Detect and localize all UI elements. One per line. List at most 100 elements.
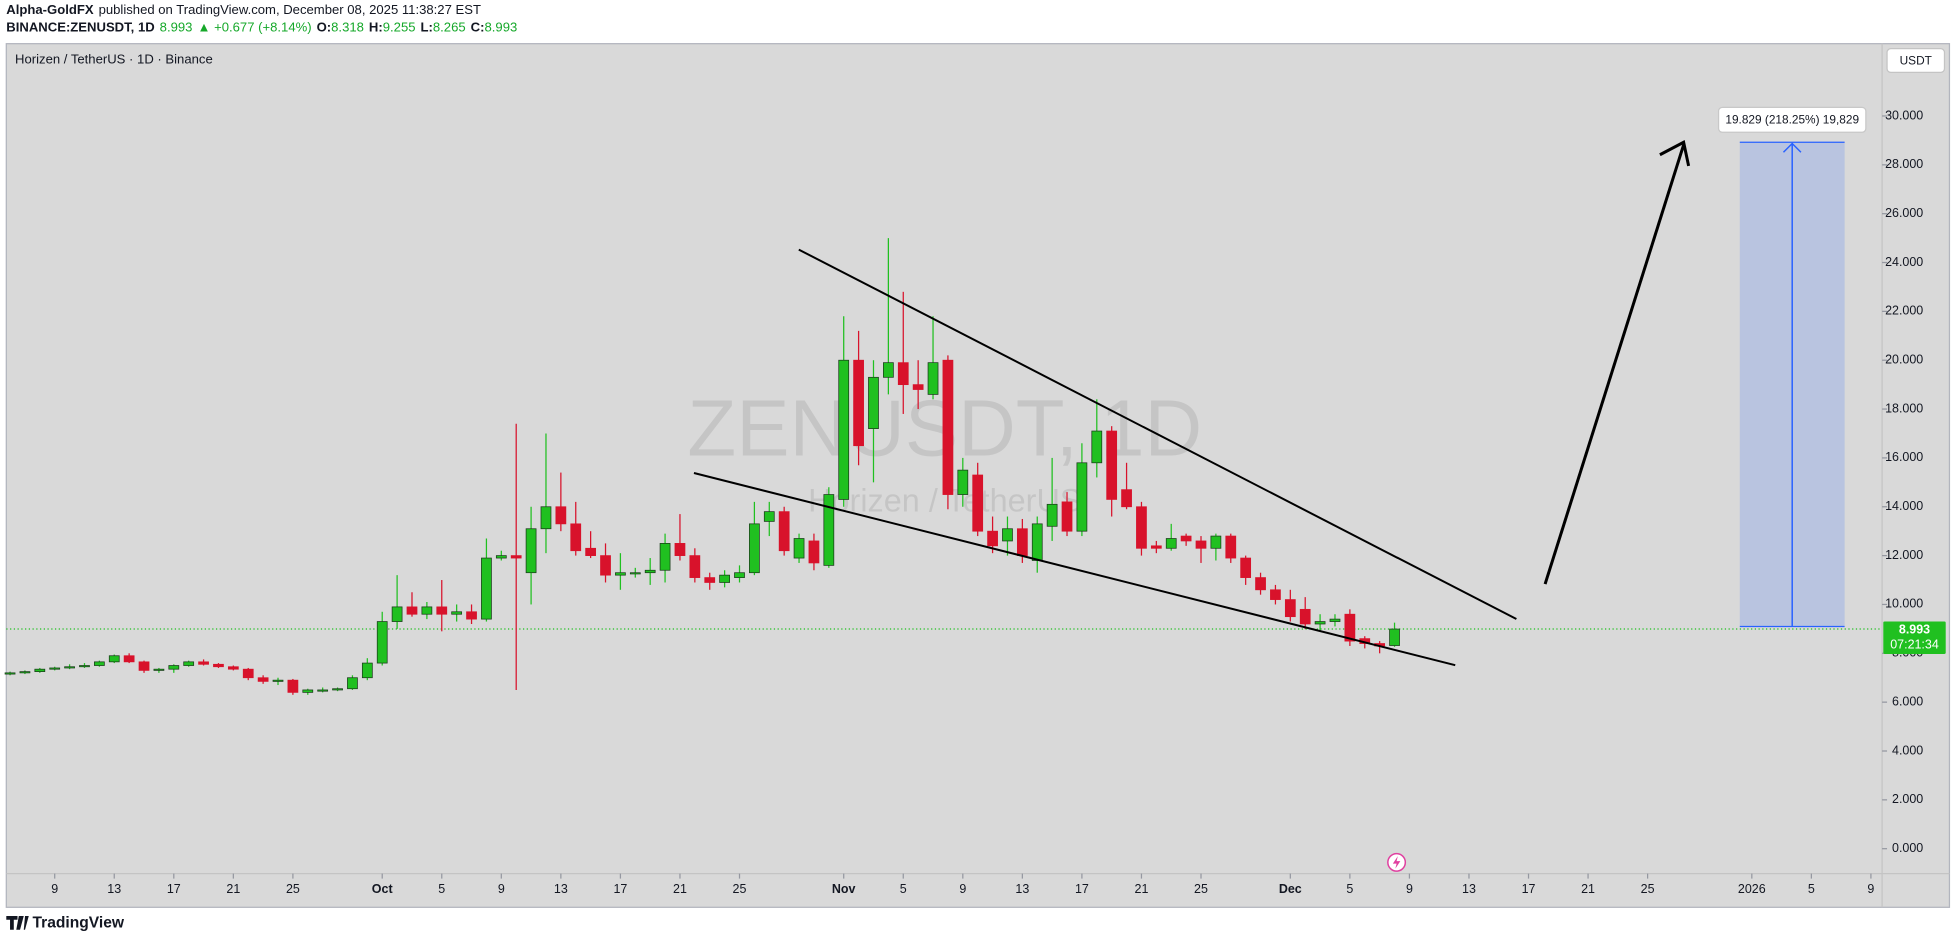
candle-body — [1016, 528, 1028, 556]
x-tick-label: 9 — [959, 882, 966, 896]
candle-body — [79, 665, 90, 668]
candle-body — [34, 668, 46, 672]
range-label: 19.829 (218.25%) 19,829 — [1725, 113, 1859, 127]
countdown: 07:21:34 — [1890, 638, 1939, 652]
brand: TradingView — [33, 915, 125, 932]
y-tick-label: 6.000 — [1892, 694, 1923, 708]
candle-body — [272, 679, 284, 682]
candle-body — [689, 555, 701, 578]
y-tick-label: 0.000 — [1892, 841, 1923, 855]
y-tick-label: 26.000 — [1885, 206, 1923, 220]
candle-body — [897, 362, 909, 386]
y-tick-label: 28.000 — [1885, 157, 1923, 171]
y-tick-label: 24.000 — [1885, 255, 1923, 269]
candle-body — [317, 689, 329, 692]
candle-body — [4, 672, 16, 675]
candle-body — [406, 606, 418, 615]
published: published on TradingView.com, December 0… — [99, 3, 481, 18]
c-value: 8.993 — [485, 20, 518, 35]
y-tick-label: 30.000 — [1885, 108, 1923, 122]
l-value: 8.265 — [433, 20, 466, 35]
candle-body — [495, 555, 507, 559]
candle-body — [734, 572, 745, 578]
x-tick-label: 21 — [1581, 882, 1595, 896]
candle-body — [361, 662, 373, 679]
y-tick-label: 10.000 — [1885, 597, 1923, 611]
candle-body — [1061, 501, 1073, 532]
currency-button[interactable]: USDT — [1886, 48, 1946, 74]
x-tick-label: 9 — [1406, 882, 1413, 896]
candle-body — [242, 668, 254, 679]
x-tick-label: 25 — [1194, 882, 1208, 896]
symbol-line: BINANCE:ZENUSDT, 1D 8.993 ▲ +0.677 (+8.14%… — [6, 20, 517, 35]
candle-body — [138, 661, 150, 671]
x-tick-label: 13 — [1462, 882, 1476, 896]
candle-body — [570, 523, 582, 552]
x-tick-label: 5 — [900, 882, 907, 896]
currency-button-bg[interactable] — [1886, 48, 1946, 74]
candle-body — [123, 655, 135, 663]
x-tick-label: 2026 — [1738, 882, 1766, 896]
candle-body — [1255, 577, 1266, 591]
alert-icon[interactable] — [1387, 852, 1407, 872]
y-tick-label: 22.000 — [1885, 304, 1923, 318]
o-value: 8.318 — [331, 20, 364, 35]
candle-body — [451, 611, 463, 615]
y-tick-label: 18.000 — [1885, 401, 1923, 415]
candle-body — [1165, 538, 1177, 549]
arrow-head — [1659, 140, 1691, 167]
candle-body — [347, 677, 358, 690]
arrow-shaft — [1543, 144, 1686, 585]
plot: 0.0002.0004.0006.0008.00010.00012.00014.… — [4, 108, 1946, 896]
candle-body — [183, 661, 195, 666]
candle-body — [287, 679, 299, 693]
symbol: BINANCE:ZENUSDT, 1D — [6, 20, 154, 35]
alert-bolt[interactable] — [1392, 856, 1401, 869]
currency[interactable]: USDT — [1900, 53, 1932, 67]
candle-body — [823, 494, 835, 566]
candle-body — [615, 572, 626, 576]
x-tick-label: Dec — [1279, 882, 1302, 896]
candle-body — [1225, 535, 1237, 559]
candle-body — [302, 689, 314, 693]
x-tick-label: 21 — [1135, 882, 1149, 896]
target-arrow — [1543, 140, 1691, 585]
candle-body — [927, 362, 939, 395]
publish-line: Alpha-GoldFX published on TradingView.com… — [6, 3, 481, 18]
candle-body — [1150, 545, 1162, 549]
o-label: O: — [317, 20, 332, 35]
candle-body — [168, 665, 180, 670]
candle-body — [793, 538, 805, 559]
y-tick-label: 16.000 — [1885, 450, 1923, 464]
candle-body — [1329, 618, 1341, 622]
candle-body — [198, 661, 209, 665]
candle-body — [555, 506, 567, 525]
candle-body — [1121, 489, 1132, 508]
candle-body — [510, 555, 522, 559]
x-tick-label: 5 — [438, 882, 445, 896]
x-tick-label: 13 — [107, 882, 121, 896]
x-tick-label: 25 — [733, 882, 747, 896]
candle-body — [778, 511, 790, 552]
last-price-label: 8.993 — [1899, 623, 1930, 637]
candle-body — [1031, 523, 1043, 561]
x-tick-label: 13 — [554, 882, 568, 896]
x-tick-label: 13 — [1015, 882, 1029, 896]
candle-body — [1284, 599, 1296, 618]
candle-body — [585, 547, 597, 556]
candle-body — [1106, 430, 1118, 500]
x-tick-label: Nov — [832, 882, 856, 896]
logo-mark — [6, 916, 29, 930]
y-tick-label: 4.000 — [1892, 743, 1923, 757]
candle-body — [1195, 540, 1207, 549]
candle-body — [436, 606, 448, 615]
footer-logo: TradingView — [6, 915, 125, 932]
x-tick-label: 5 — [1808, 882, 1815, 896]
y-tick-label: 20.000 — [1885, 353, 1923, 367]
x-tick-label: 17 — [167, 882, 181, 896]
candle-body — [644, 569, 656, 574]
candle-body — [808, 540, 820, 564]
candle-body — [853, 359, 864, 447]
